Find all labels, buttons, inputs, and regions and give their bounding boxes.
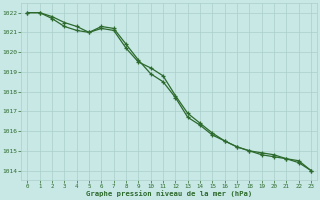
- X-axis label: Graphe pression niveau de la mer (hPa): Graphe pression niveau de la mer (hPa): [86, 190, 252, 197]
